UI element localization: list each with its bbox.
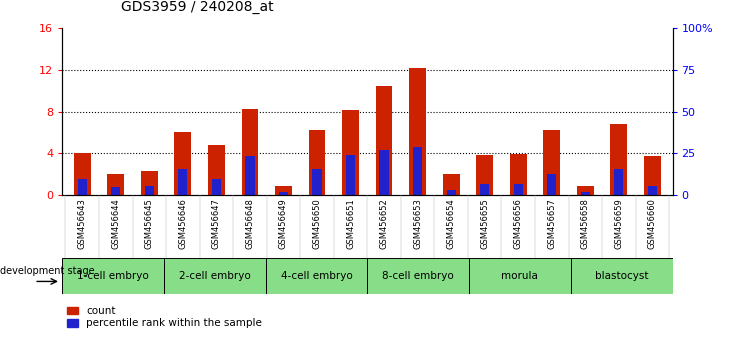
Bar <box>107 174 124 195</box>
Text: GSM456643: GSM456643 <box>77 198 87 249</box>
Text: GSM456656: GSM456656 <box>514 198 523 249</box>
Text: blastocyst: blastocyst <box>595 271 648 281</box>
Bar <box>265 258 368 294</box>
Bar <box>178 169 187 195</box>
Text: GSM456660: GSM456660 <box>648 198 657 249</box>
Bar <box>62 258 164 294</box>
Bar <box>77 179 87 195</box>
Bar <box>379 150 389 195</box>
Bar <box>548 174 556 195</box>
Text: development stage: development stage <box>0 266 94 276</box>
Bar <box>577 186 594 195</box>
Bar <box>376 86 393 195</box>
Bar <box>610 124 627 195</box>
Bar <box>346 155 355 195</box>
Text: 1-cell embryo: 1-cell embryo <box>77 271 149 281</box>
Text: 4-cell embryo: 4-cell embryo <box>281 271 352 281</box>
Text: GSM456657: GSM456657 <box>548 198 556 249</box>
Bar <box>413 147 423 195</box>
Text: GSM456651: GSM456651 <box>346 198 355 249</box>
Bar <box>614 169 624 195</box>
Bar <box>279 192 288 195</box>
Text: 2-cell embryo: 2-cell embryo <box>179 271 251 281</box>
Bar <box>580 192 590 195</box>
Bar <box>312 169 322 195</box>
Text: GSM456648: GSM456648 <box>246 198 254 249</box>
Bar <box>175 132 192 195</box>
Text: 8-cell embryo: 8-cell embryo <box>382 271 454 281</box>
Text: GSM456646: GSM456646 <box>178 198 187 249</box>
Text: morula: morula <box>501 271 538 281</box>
Bar <box>469 258 571 294</box>
Text: GSM456658: GSM456658 <box>581 198 590 249</box>
Bar <box>241 109 258 195</box>
Bar <box>111 187 121 195</box>
Bar <box>514 184 523 195</box>
Text: GSM456655: GSM456655 <box>480 198 489 249</box>
Bar <box>477 155 493 195</box>
Text: GSM456649: GSM456649 <box>279 198 288 249</box>
Bar <box>141 171 158 195</box>
Bar <box>409 68 426 195</box>
Bar <box>443 174 460 195</box>
Bar <box>74 153 91 195</box>
Text: GSM456653: GSM456653 <box>413 198 422 249</box>
Text: GDS3959 / 240208_at: GDS3959 / 240208_at <box>121 0 273 14</box>
Legend: count, percentile rank within the sample: count, percentile rank within the sample <box>67 306 262 328</box>
Bar <box>543 130 560 195</box>
Text: GSM456659: GSM456659 <box>614 198 624 249</box>
Bar <box>208 145 225 195</box>
Text: GSM456650: GSM456650 <box>313 198 322 249</box>
Bar <box>571 258 673 294</box>
Bar <box>212 179 221 195</box>
Bar <box>367 258 469 294</box>
Text: GSM456644: GSM456644 <box>111 198 121 249</box>
Bar <box>447 189 456 195</box>
Text: GSM456652: GSM456652 <box>379 198 389 249</box>
Bar <box>510 154 526 195</box>
Bar <box>342 110 359 195</box>
Text: GSM456654: GSM456654 <box>447 198 455 249</box>
Bar <box>275 186 292 195</box>
Bar <box>480 184 489 195</box>
Bar <box>145 186 154 195</box>
Bar <box>246 156 254 195</box>
Text: GSM456645: GSM456645 <box>145 198 154 249</box>
Text: GSM456647: GSM456647 <box>212 198 221 249</box>
Bar <box>644 156 661 195</box>
Bar <box>648 186 657 195</box>
Bar <box>164 258 265 294</box>
Bar <box>308 130 325 195</box>
